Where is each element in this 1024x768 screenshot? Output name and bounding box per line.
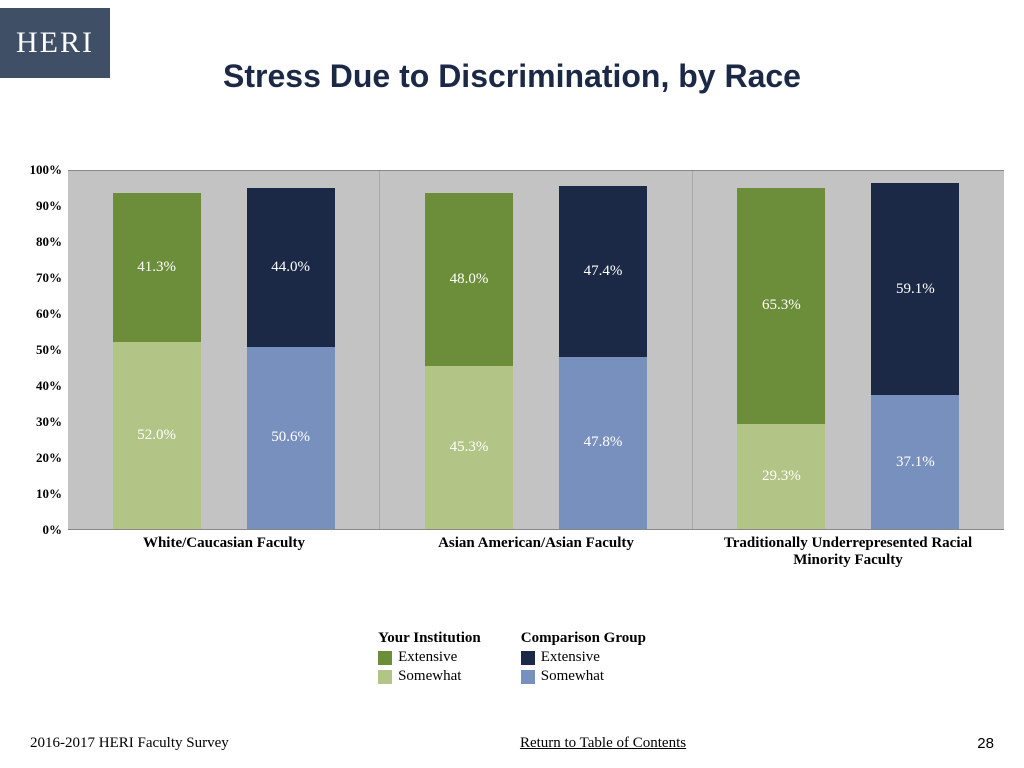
- y-tick: 90%: [36, 198, 62, 214]
- y-tick: 10%: [36, 486, 62, 502]
- legend-swatch: [378, 670, 392, 684]
- x-label: White/Caucasian Faculty: [68, 535, 380, 569]
- legend-label: Somewhat: [398, 668, 461, 685]
- legend-header: Your Institution: [378, 630, 481, 647]
- bar-segment-somewhat: 50.6%: [247, 347, 335, 529]
- footer: 2016-2017 HERI Faculty Survey Return to …: [30, 735, 994, 752]
- bar-inst: 52.0%41.3%: [113, 193, 201, 529]
- legend-label: Extensive: [541, 649, 600, 666]
- bar-segment-extensive: 44.0%: [247, 188, 335, 346]
- y-tick: 70%: [36, 270, 62, 286]
- bar-comp: 37.1%59.1%: [871, 183, 959, 529]
- y-tick: 40%: [36, 378, 62, 394]
- legend-swatch: [521, 670, 535, 684]
- legend: Your InstitutionExtensiveSomewhatCompari…: [0, 630, 1024, 685]
- y-tick: 50%: [36, 342, 62, 358]
- slide: HERI Stress Due to Discrimination, by Ra…: [0, 0, 1024, 768]
- bar-segment-somewhat: 47.8%: [559, 357, 647, 529]
- bar-segment-extensive: 48.0%: [425, 193, 513, 366]
- page-title: Stress Due to Discrimination, by Race: [0, 58, 1024, 95]
- plot-area: 52.0%41.3% 50.6%44.0% 45.3%48.0% 47.8%47.4%…: [68, 170, 1004, 530]
- legend-header: Comparison Group: [521, 630, 646, 647]
- y-tick: 60%: [36, 306, 62, 322]
- bar-inst: 45.3%48.0%: [425, 193, 513, 529]
- x-label: Traditionally Underrepresented Racial Mi…: [692, 535, 1004, 569]
- x-label: Asian American/Asian Faculty: [380, 535, 692, 569]
- legend-item: Extensive: [521, 649, 646, 666]
- y-tick: 30%: [36, 414, 62, 430]
- legend-item: Somewhat: [378, 668, 481, 685]
- legend-item: Extensive: [378, 649, 481, 666]
- legend-swatch: [378, 651, 392, 665]
- y-tick: 100%: [30, 162, 63, 178]
- legend-swatch: [521, 651, 535, 665]
- legend-column: Your Institution Extensive Somewhat: [378, 630, 481, 685]
- legend-column: Comparison Group Extensive Somewhat: [521, 630, 646, 685]
- y-tick: 80%: [36, 234, 62, 250]
- bar-group: 52.0%41.3% 50.6%44.0%: [68, 171, 380, 529]
- bar-segment-extensive: 47.4%: [559, 186, 647, 357]
- bar-segment-somewhat: 45.3%: [425, 366, 513, 529]
- bar-group: 45.3%48.0% 47.8%47.4%: [380, 171, 692, 529]
- bar-segment-somewhat: 29.3%: [737, 424, 825, 529]
- bar-segment-extensive: 59.1%: [871, 183, 959, 396]
- chart: 0%10%20%30%40%50%60%70%80%90%100% 52.0%4…: [16, 170, 1008, 580]
- y-axis: 0%10%20%30%40%50%60%70%80%90%100%: [16, 170, 68, 530]
- bar-segment-somewhat: 52.0%: [113, 342, 201, 529]
- bar-comp: 50.6%44.0%: [247, 188, 335, 529]
- legend-label: Somewhat: [541, 668, 604, 685]
- x-axis-labels: White/Caucasian FacultyAsian American/As…: [68, 535, 1004, 569]
- y-tick: 0%: [43, 522, 63, 538]
- bar-group: 29.3%65.3% 37.1%59.1%: [693, 171, 1004, 529]
- legend-label: Extensive: [398, 649, 457, 666]
- bar-segment-extensive: 41.3%: [113, 193, 201, 342]
- page-number: 28: [977, 735, 994, 752]
- legend-item: Somewhat: [521, 668, 646, 685]
- bar-comp: 47.8%47.4%: [559, 186, 647, 529]
- bar-segment-extensive: 65.3%: [737, 188, 825, 423]
- footer-source: 2016-2017 HERI Faculty Survey: [30, 735, 229, 752]
- bar-segment-somewhat: 37.1%: [871, 395, 959, 529]
- bar-inst: 29.3%65.3%: [737, 188, 825, 529]
- y-tick: 20%: [36, 450, 62, 466]
- toc-link[interactable]: Return to Table of Contents: [520, 735, 686, 752]
